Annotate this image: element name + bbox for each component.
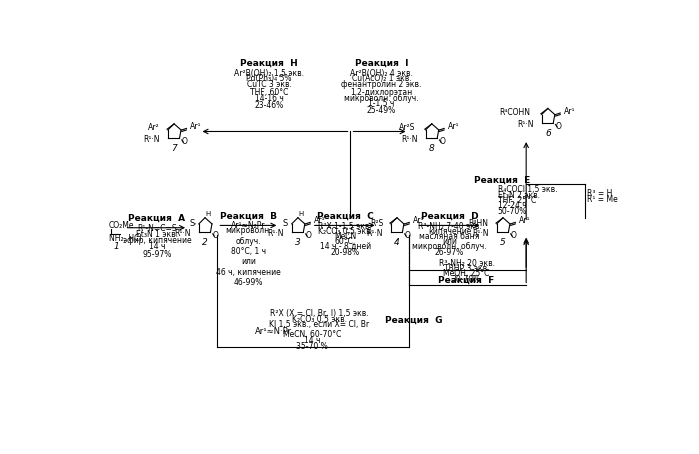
Text: MeCN, 60-70°C: MeCN, 60-70°C — [282, 330, 341, 339]
Text: THF, 60°C: THF, 60°C — [250, 89, 289, 97]
Text: Ar¹: Ar¹ — [519, 216, 531, 225]
Text: KI 1,5 экв., если X= Cl, Br: KI 1,5 экв., если X= Cl, Br — [270, 320, 370, 329]
Text: Реакция  G: Реакция G — [385, 316, 443, 325]
Text: 3: 3 — [295, 238, 301, 247]
Text: или: или — [442, 237, 457, 246]
Text: R²X 1-1,5 экв.: R²X 1-1,5 экв. — [318, 222, 372, 231]
Text: Et₃N 1 экв.: Et₃N 1 экв. — [136, 230, 178, 239]
Text: Реакция  F: Реакция F — [438, 276, 495, 285]
Text: Ar¹≈N₂Pr: Ar¹≈N₂Pr — [231, 221, 266, 230]
Text: 30-70%: 30-70% — [452, 276, 482, 285]
Text: R³-NH₂ 20 экв.: R³-NH₂ 20 экв. — [438, 258, 495, 267]
Text: Реакция  D: Реакция D — [421, 212, 478, 221]
Text: Ar¹: Ar¹ — [190, 123, 202, 131]
Text: O: O — [511, 231, 517, 240]
Text: 7: 7 — [171, 144, 177, 153]
Text: 8: 8 — [429, 144, 435, 153]
Text: Cu(AcO)₂ 1 экв.: Cu(AcO)₂ 1 экв. — [352, 74, 411, 84]
Text: 60°C,: 60°C, — [334, 237, 356, 246]
Text: R³-NH₂ 7-40 экв.: R³-NH₂ 7-40 экв. — [418, 222, 482, 231]
Text: Ar¹≈N·Pr: Ar¹≈N·Pr — [254, 327, 291, 336]
Text: O: O — [440, 137, 445, 146]
Text: 20-98%: 20-98% — [331, 248, 360, 257]
Text: S: S — [189, 219, 194, 228]
Text: 35-70 %: 35-70 % — [296, 342, 328, 351]
Text: R¹·N: R¹·N — [473, 229, 489, 238]
Text: R¹ = Me: R¹ = Me — [587, 195, 618, 204]
Text: микроволн. облуч.: микроволн. облуч. — [412, 242, 487, 251]
Text: R¹·N: R¹·N — [517, 120, 534, 129]
Text: 26-97%: 26-97% — [435, 248, 464, 257]
Text: R¹·N: R¹·N — [401, 135, 418, 144]
Text: R²X (X = Cl, Br, I) 1,5 экв.: R²X (X = Cl, Br, I) 1,5 экв. — [271, 309, 369, 318]
Text: Ar¹: Ar¹ — [448, 123, 459, 131]
Text: масляная баня: масляная баня — [419, 232, 480, 242]
Text: 50-70%: 50-70% — [498, 207, 527, 216]
Text: 12-24 ч: 12-24 ч — [498, 201, 526, 210]
Text: H: H — [298, 211, 304, 217]
Text: Реакция  C: Реакция C — [317, 212, 373, 221]
Text: H: H — [206, 211, 211, 217]
Text: 1-1,5 ч: 1-1,5 ч — [368, 99, 395, 108]
Text: CuTC 3 экв.: CuTC 3 экв. — [247, 80, 291, 89]
Text: микроволн. облуч.: микроволн. облуч. — [344, 94, 419, 103]
Text: Реакция  E: Реакция E — [475, 176, 531, 184]
Text: CO₂Me: CO₂Me — [109, 221, 134, 230]
Text: 5: 5 — [500, 238, 506, 247]
Text: Et₃N 2 экв.: Et₃N 2 экв. — [498, 191, 540, 200]
Text: Реакция  A: Реакция A — [129, 214, 186, 223]
Text: R³HN: R³HN — [468, 219, 488, 227]
Text: 23-46%: 23-46% — [254, 101, 284, 110]
Text: MeCN: MeCN — [334, 232, 356, 242]
Text: Ar²S: Ar²S — [399, 123, 415, 132]
Text: 25-49%: 25-49% — [367, 106, 396, 115]
Text: 1: 1 — [114, 242, 120, 252]
Text: O: O — [182, 137, 188, 146]
Text: TBHP 3 экв.: TBHP 3 экв. — [444, 264, 489, 273]
Text: 14-16 ч: 14-16 ч — [255, 94, 284, 103]
Text: Реакция  I: Реакция I — [354, 59, 408, 68]
Text: Ar²B(OH)₂ 1,5 экв.: Ar²B(OH)₂ 1,5 экв. — [234, 69, 304, 78]
Text: NH₂, HCl: NH₂, HCl — [109, 234, 142, 243]
Text: R¹·N: R¹·N — [366, 229, 383, 238]
Text: Ar¹: Ar¹ — [314, 216, 326, 225]
Text: O: O — [305, 231, 312, 240]
Text: K₂CO₃ 0,5 экв.: K₂CO₃ 0,5 экв. — [292, 315, 347, 324]
Text: Pd(Ph₃)₄ 5%: Pd(Ph₃)₄ 5% — [247, 74, 292, 84]
Text: 2: 2 — [202, 238, 208, 247]
Text: 14 ч: 14 ч — [149, 242, 165, 251]
Text: O: O — [405, 231, 411, 240]
Text: K₂CO₃ 0,5 экв.: K₂CO₃ 0,5 экв. — [317, 227, 373, 236]
Text: Реакция  B: Реакция B — [220, 212, 277, 221]
Text: O: O — [556, 122, 561, 131]
Text: THF, 25°C: THF, 25°C — [498, 196, 536, 205]
Text: R¹·N: R¹·N — [268, 229, 284, 238]
Text: MeOH, 25°C: MeOH, 25°C — [443, 269, 490, 278]
Text: R³ = H: R³ = H — [587, 189, 613, 198]
Text: 1,2-дихлорэтан: 1,2-дихлорэтан — [350, 89, 412, 97]
Text: 14 ч: 14 ч — [303, 336, 320, 345]
Text: 95-97%: 95-97% — [143, 250, 172, 259]
Text: S: S — [282, 219, 287, 228]
Text: 6: 6 — [545, 128, 551, 138]
Text: R⁴COHN: R⁴COHN — [499, 108, 530, 117]
Text: R₄COCl 1,5 экв.: R₄COCl 1,5 экв. — [498, 185, 557, 194]
Text: фенантролин 2 экв.: фенантролин 2 экв. — [341, 80, 421, 89]
Text: 4: 4 — [394, 238, 400, 247]
Text: R²S: R²S — [370, 219, 383, 228]
Text: кипячение: кипячение — [428, 227, 471, 236]
Text: Ar²B(OH)₂ 4 экв.: Ar²B(OH)₂ 4 экв. — [350, 69, 413, 78]
Text: R¹·N: R¹·N — [143, 135, 160, 144]
Text: O: O — [213, 231, 219, 240]
Text: эфир, кипячение: эфир, кипячение — [123, 236, 192, 245]
Text: Ar²: Ar² — [147, 123, 159, 132]
Text: R¹-N=C=S: R¹-N=C=S — [137, 224, 177, 233]
Text: 14 ч - 8 дней: 14 ч - 8 дней — [319, 242, 370, 251]
Text: Реакция  H: Реакция H — [240, 59, 298, 68]
Text: R¹·N: R¹·N — [175, 229, 191, 238]
Text: микроволн.
облуч.
80°C, 1 ч
или
46 ч, кипячение
46-99%: микроволн. облуч. 80°C, 1 ч или 46 ч, ки… — [216, 226, 281, 287]
Text: Ar¹: Ar¹ — [413, 216, 425, 225]
Text: Ar¹: Ar¹ — [564, 107, 575, 116]
